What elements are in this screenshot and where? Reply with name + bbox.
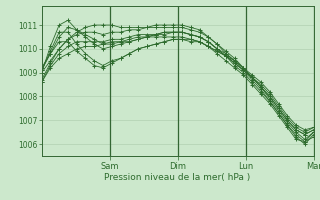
X-axis label: Pression niveau de la mer( hPa ): Pression niveau de la mer( hPa )	[104, 173, 251, 182]
